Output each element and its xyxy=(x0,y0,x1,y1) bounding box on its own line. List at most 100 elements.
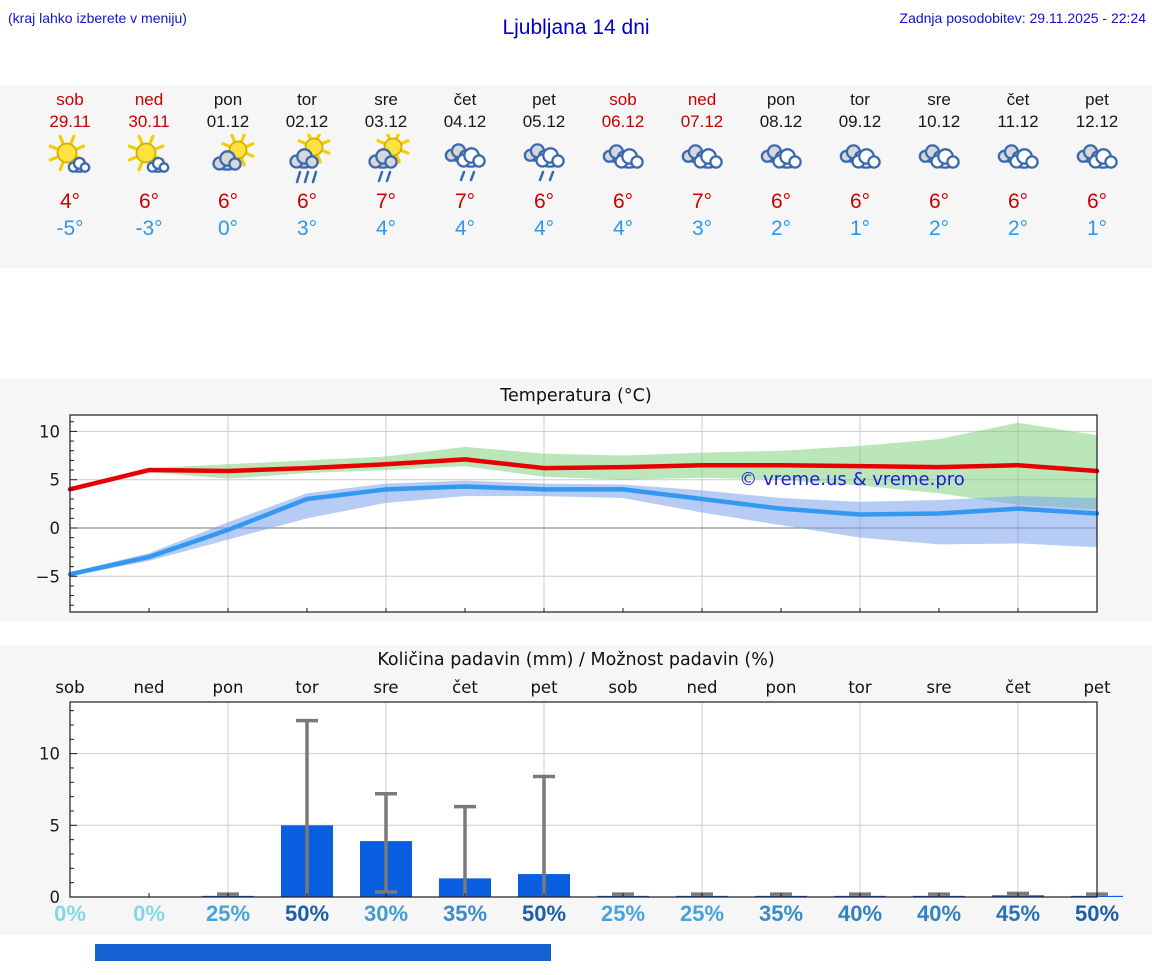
day-name: sob xyxy=(56,90,84,109)
svg-text:10: 10 xyxy=(39,745,60,764)
clouds-rain-icon xyxy=(426,134,505,188)
precipitation-chart: sob ned pon tor sre čet pet sob ned pon tor sre čet p… xyxy=(0,645,1152,940)
day-date: 11.12 xyxy=(997,112,1039,131)
precip-probability: 25% xyxy=(679,901,725,926)
last-update: Zadnja posodobitev: 29.11.2025 - 22:24 xyxy=(899,10,1146,26)
precip-day-label: čet xyxy=(1005,678,1031,697)
day-date: 01.12 xyxy=(206,112,250,131)
temp-max: 6° xyxy=(1007,190,1029,213)
day-column: pon 08.12 6° 2° xyxy=(742,86,821,268)
precip-probability: 25% xyxy=(600,901,646,926)
temp-max: 7° xyxy=(691,190,713,213)
watermark: © vreme.us & vreme.pro xyxy=(739,469,965,490)
precip-day-label: pet xyxy=(1083,678,1111,697)
day-column: ned 30.11 6° -3° xyxy=(110,86,189,268)
sun-cloud-icon xyxy=(110,134,189,188)
temp-min: 4° xyxy=(533,217,555,240)
day-column: pet 05.12 6° 4° xyxy=(505,86,584,268)
day-column: tor 02.12 6° 3° xyxy=(268,86,347,268)
temp-min: 4° xyxy=(375,217,397,240)
svg-text:5: 5 xyxy=(50,471,61,490)
day-date: 09.12 xyxy=(838,112,882,131)
precip-day-label: pon xyxy=(212,678,243,697)
max-temp-line xyxy=(67,457,1100,492)
precip-day-label: sre xyxy=(926,678,951,697)
sun-cloud-icon xyxy=(31,134,110,188)
sun-rain-icon xyxy=(347,130,426,188)
day-date: 29.11 xyxy=(49,112,91,131)
day-name: tor xyxy=(297,90,317,109)
sun-rain-heavy-icon xyxy=(268,130,347,188)
footer-banner xyxy=(95,944,551,961)
day-date: 03.12 xyxy=(364,112,408,131)
day-name: tor xyxy=(850,90,870,109)
precip-probability: 45% xyxy=(995,901,1041,926)
temp-min: -3° xyxy=(135,217,163,240)
temp-min: 3° xyxy=(691,217,713,240)
temp-max: 6° xyxy=(770,190,792,213)
cloudy-icon xyxy=(742,134,821,188)
day-name: čet xyxy=(1006,90,1030,109)
menu-hint: (kraj lahko izberete v meniju) xyxy=(8,10,187,26)
day-date: 12.12 xyxy=(1075,112,1119,131)
temp-min: 1° xyxy=(1086,217,1108,240)
day-name: pon xyxy=(766,90,796,109)
precip-error-bar xyxy=(375,792,397,894)
cloudy-icon xyxy=(584,134,663,188)
precip-probability: 35% xyxy=(758,901,804,926)
precip-day-label: pet xyxy=(530,678,558,697)
temp-min: 2° xyxy=(1007,217,1029,240)
precip-day-label: tor xyxy=(295,678,319,697)
precip-day-label: ned xyxy=(686,678,717,697)
day-name: sob xyxy=(609,90,637,109)
clouds-rain-icon xyxy=(505,134,584,188)
temp-max: 6° xyxy=(928,190,950,213)
precip-probability: 30% xyxy=(363,901,409,926)
precip-day-label: čet xyxy=(452,678,478,697)
precip-probability: 50% xyxy=(1074,901,1120,926)
day-name: ned xyxy=(687,90,717,109)
precip-day-label: sob xyxy=(55,678,84,697)
day-date: 02.12 xyxy=(285,112,329,131)
forecast-strip-background xyxy=(0,86,1152,268)
cloud-sun-icon xyxy=(189,133,268,188)
day-date: 04.12 xyxy=(443,112,487,131)
svg-text:0: 0 xyxy=(50,519,61,538)
day-column: sre 03.12 7° 4° xyxy=(347,86,426,268)
svg-text:0: 0 xyxy=(50,888,61,907)
precip-day-label: sre xyxy=(373,678,398,697)
day-date: 08.12 xyxy=(759,112,803,131)
day-name: pon xyxy=(213,90,243,109)
day-name: sre xyxy=(927,90,951,109)
temp-max: 6° xyxy=(217,190,239,213)
day-date: 07.12 xyxy=(680,112,724,131)
precip-day-label: sob xyxy=(608,678,637,697)
day-name: čet xyxy=(453,90,477,109)
temp-max: 6° xyxy=(533,190,555,213)
day-column: sob 06.12 6° 4° xyxy=(584,86,663,268)
temp-max: 6° xyxy=(296,190,318,213)
temp-min: -5° xyxy=(56,217,84,240)
precip-probability: 0% xyxy=(133,901,165,926)
cloudy-icon xyxy=(821,134,900,188)
temp-max: 7° xyxy=(375,190,397,213)
day-column: ned 07.12 7° 3° xyxy=(663,86,742,268)
svg-text:5: 5 xyxy=(50,816,61,835)
precip-day-label: pon xyxy=(765,678,796,697)
precip-probability: 50% xyxy=(521,901,567,926)
cloudy-icon xyxy=(900,134,979,188)
precip-probability: 35% xyxy=(442,901,488,926)
day-date: 06.12 xyxy=(601,112,645,131)
day-date: 10.12 xyxy=(917,112,961,131)
day-column: pet 12.12 6° 1° xyxy=(1058,86,1137,268)
svg-text:−5: −5 xyxy=(36,567,60,586)
day-column: tor 09.12 6° 1° xyxy=(821,86,900,268)
precipitation-chart-title: Količina padavin (mm) / Možnost padavin … xyxy=(377,650,775,670)
precip-probability: 25% xyxy=(205,901,251,926)
band-min-uncertainty xyxy=(70,480,1097,577)
temperature-chart-title: Temperatura (°C) xyxy=(500,386,652,406)
temp-max: 6° xyxy=(138,190,160,213)
svg-text:10: 10 xyxy=(39,422,60,441)
cloudy-icon xyxy=(979,134,1058,188)
